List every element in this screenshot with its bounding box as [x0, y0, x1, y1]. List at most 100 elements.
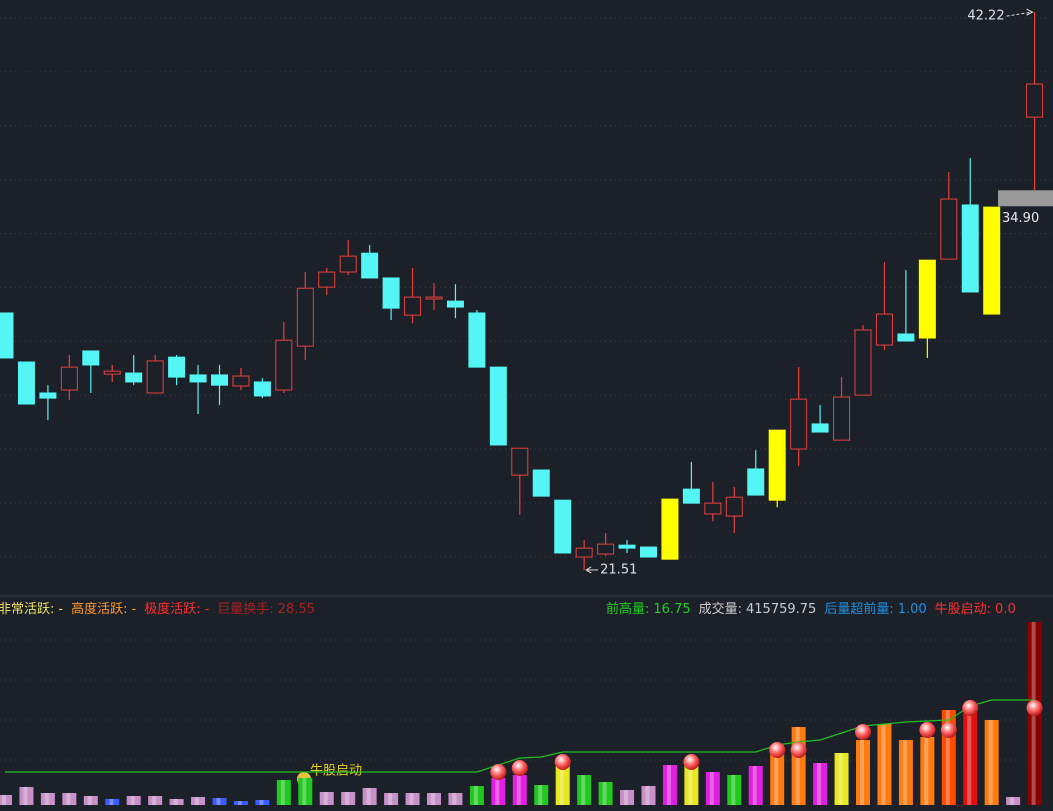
indicator: 极度活跃: -	[144, 598, 209, 617]
signal-ball	[790, 742, 807, 758]
signal-ball	[511, 760, 528, 776]
volume-bar	[448, 793, 463, 805]
volume-bar	[40, 793, 55, 805]
signal-label: 牛股启动	[310, 764, 362, 779]
candle-body	[468, 312, 486, 368]
signal-ball	[962, 700, 979, 716]
volume-bar	[920, 737, 935, 805]
volume-bar	[298, 778, 313, 805]
candle-body	[554, 499, 572, 554]
volume-bar	[748, 766, 763, 805]
candle-body	[918, 259, 936, 339]
candle-body	[940, 198, 958, 260]
candle-body	[532, 469, 550, 497]
candle-body	[768, 429, 786, 501]
candle-body	[597, 543, 615, 555]
volume-bar	[620, 790, 635, 805]
indicator: 牛股启动: 0.0	[935, 598, 1016, 617]
volume-bar	[834, 753, 849, 805]
indicator-label: 成交量:	[698, 602, 742, 617]
volume-bar	[1006, 797, 1021, 805]
indicator-label: 牛股启动:	[934, 602, 992, 617]
candle-body	[618, 544, 636, 549]
candle-body	[146, 360, 164, 394]
volume-bar	[877, 724, 892, 805]
volume-bar	[984, 720, 999, 805]
candle-body	[833, 396, 851, 441]
candle-body	[339, 255, 357, 273]
volume-bar	[577, 775, 592, 805]
candle-body	[275, 339, 293, 391]
candle-body	[60, 366, 78, 391]
volume-bar	[233, 801, 248, 805]
candle-body	[425, 296, 443, 300]
annotation-arrowhead	[585, 566, 592, 574]
price-marker	[998, 190, 1053, 207]
indicator-value: -	[131, 602, 137, 617]
candle-body	[17, 361, 35, 405]
candle-body	[790, 398, 808, 450]
volume-bar	[105, 799, 120, 805]
candle-body	[253, 381, 271, 397]
candle-body	[661, 498, 679, 560]
indicator: 巨量换手: 28.55	[217, 598, 315, 617]
indicator-label: 后量超前量:	[824, 602, 894, 617]
signal-ball	[919, 722, 936, 738]
candle-body	[682, 488, 700, 504]
volume-bar	[405, 793, 420, 805]
volume-bar	[148, 796, 163, 805]
candle-body	[168, 356, 186, 378]
candle-body	[446, 300, 464, 308]
volume-bar	[83, 796, 98, 805]
indicator: 后量超前量: 1.00	[824, 598, 926, 617]
indicator-label: 极度活跃:	[144, 602, 201, 617]
volume-bar	[963, 712, 978, 805]
annotation-arrow	[1006, 11, 1032, 17]
signal-ball	[490, 764, 507, 780]
volume-bar	[770, 750, 785, 805]
volume-bar	[126, 796, 141, 805]
indicator-value: 1.00	[897, 602, 927, 617]
volume-bar	[276, 780, 291, 805]
candle-body	[575, 547, 593, 558]
candle-body	[39, 392, 57, 399]
indicator: 成交量: 415759.75	[699, 598, 817, 617]
volume-bar	[469, 786, 484, 805]
candle-body	[811, 423, 829, 433]
indicator: 非常活跃: -	[0, 598, 63, 617]
volume-bar	[362, 788, 377, 805]
candle-body	[0, 312, 14, 359]
signal-ball	[769, 742, 786, 758]
candle-body	[318, 271, 336, 288]
indicator: 前高量: 16.75	[606, 598, 691, 617]
volume-bar	[491, 778, 506, 805]
signal-ball	[554, 754, 571, 770]
candle-body	[404, 296, 422, 316]
volume-bar	[212, 798, 227, 805]
indicator-value: -	[204, 602, 210, 617]
volume-bar	[534, 785, 549, 805]
volume-bar	[705, 772, 720, 805]
volume-bar	[856, 740, 870, 805]
volume-bar	[662, 765, 677, 805]
volume-bar	[898, 740, 913, 805]
indicator: 高度活跃: -	[71, 598, 136, 617]
volume-bar	[427, 793, 441, 805]
volume-bar	[191, 797, 206, 805]
volume-bar	[255, 800, 270, 805]
candle-body	[640, 546, 657, 558]
candle-body	[296, 287, 314, 347]
volume-bar	[62, 793, 77, 805]
candle-body	[103, 370, 121, 375]
candle-body	[361, 252, 379, 279]
volume-bar	[169, 799, 184, 805]
candle-body	[854, 329, 872, 396]
volume-bar	[19, 787, 34, 805]
candle-body	[875, 313, 893, 346]
signal-ball	[683, 754, 700, 770]
candle-body	[747, 468, 765, 496]
annotation-label: 42.22	[967, 9, 1004, 24]
indicator-value: 0.0	[995, 602, 1016, 617]
indicator-label: 高度活跃:	[71, 602, 128, 617]
volume-bar	[555, 763, 570, 805]
